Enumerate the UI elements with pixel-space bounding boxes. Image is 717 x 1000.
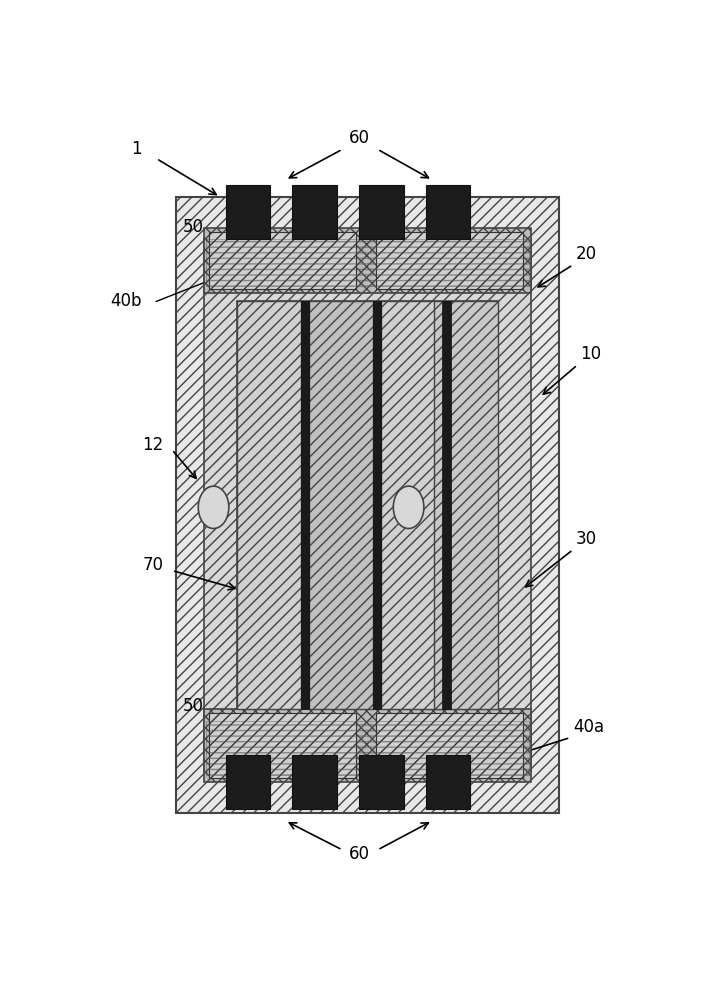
Bar [206,721,528,774]
Bar [226,185,270,239]
Text: 60: 60 [349,845,370,863]
Text: 40a: 40a [573,718,604,736]
Bar [237,301,301,709]
Bar [301,301,309,709]
Text: 50: 50 [183,697,204,715]
Text: 30: 30 [576,530,597,548]
Text: 20: 20 [576,245,597,263]
Text: 70: 70 [143,556,163,574]
Bar [204,239,531,771]
Bar [359,185,404,239]
Bar [293,755,337,809]
Text: 50: 50 [183,218,204,236]
Text: 10: 10 [580,345,601,363]
Bar [209,713,356,778]
Ellipse shape [199,486,229,528]
Bar [226,755,270,809]
Text: 12: 12 [143,436,163,454]
Ellipse shape [394,486,424,528]
Bar [209,232,356,289]
Bar [204,709,531,782]
Bar [381,301,445,709]
Bar [359,755,404,809]
Bar [206,239,528,286]
Bar [435,301,498,709]
Bar [373,301,381,709]
Bar [442,301,451,709]
Text: 1: 1 [131,140,142,158]
Bar [176,197,559,813]
Bar [376,232,523,289]
Bar [376,713,523,778]
Bar [237,301,498,709]
Bar [426,755,470,809]
Text: 60: 60 [349,129,370,147]
Text: 40b: 40b [110,292,142,310]
Bar [204,228,531,293]
Bar [293,185,337,239]
Bar [309,301,373,709]
Bar [426,185,470,239]
